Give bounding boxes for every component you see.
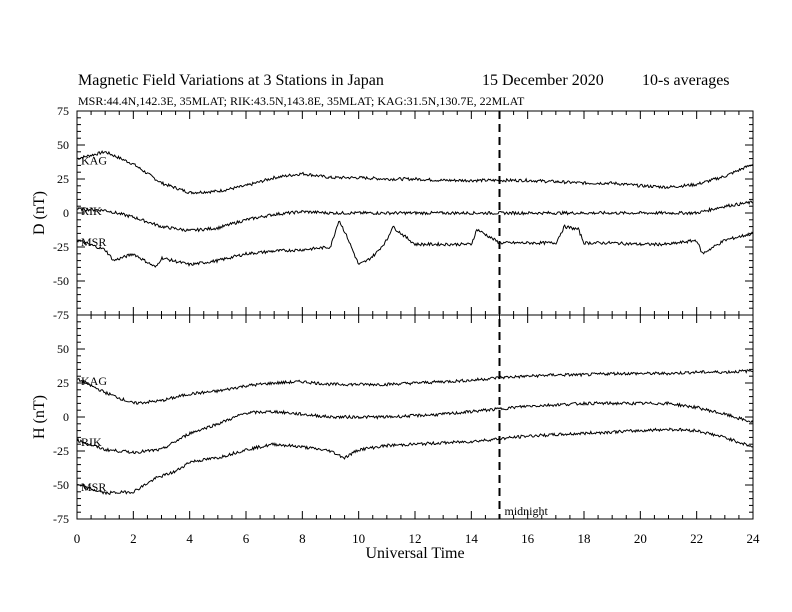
x-tick-label: 6	[243, 531, 250, 546]
y-tick-label: 0	[63, 206, 69, 220]
chart-averaging: 10-s averages	[642, 72, 730, 89]
y-tick-label: 25	[57, 376, 69, 390]
x-tick-label: 16	[521, 531, 535, 546]
midnight-overlay: midnight	[498, 111, 549, 519]
y-tick-label: -50	[53, 274, 69, 288]
y-tick-label: -75	[53, 308, 69, 322]
y-tick-label: 50	[57, 138, 69, 152]
chart-date: 15 December 2020	[482, 72, 604, 89]
x-tick-label: 2	[130, 531, 137, 546]
x-tick-label: 0	[74, 531, 81, 546]
x-tick-label: 24	[747, 531, 761, 546]
x-tick-label: 8	[299, 531, 306, 546]
series-line-rik	[76, 200, 754, 233]
x-tick-label: 14	[465, 531, 479, 546]
y-tick-label: 0	[63, 410, 69, 424]
stations-line: MSR:44.4N,142.3E, 35MLAT; RIK:43.5N,143.…	[78, 94, 525, 108]
h-panel: -75 -50 -25 0 25 50 H (nT) KAG RIK MSR	[31, 314, 754, 526]
series-line-kag	[76, 150, 754, 195]
y-tick-label: 75	[57, 104, 69, 118]
y-tick-label: -50	[53, 478, 69, 492]
x-tick-label: 18	[578, 531, 591, 546]
y-axis-label: D (nT)	[31, 191, 48, 235]
series-label-rik: RIK	[81, 204, 102, 218]
y-tick-label: -25	[53, 444, 69, 458]
x-tick-label: 4	[186, 531, 193, 546]
panel-frame	[76, 314, 754, 520]
series-label-kag: KAG	[81, 154, 107, 168]
series-label-kag: KAG	[81, 374, 107, 388]
y-axis-label: H (nT)	[31, 395, 48, 439]
series-line-msr	[76, 427, 754, 496]
y-tick-label: 50	[57, 342, 69, 356]
y-tick-label: -25	[53, 240, 69, 254]
x-tick-label: 20	[634, 531, 647, 546]
x-tick-label: 12	[409, 531, 422, 546]
x-axis-label: Universal Time	[365, 545, 464, 562]
series-line-rik	[76, 400, 754, 455]
midnight-label: midnight	[505, 504, 549, 518]
y-tick-label: -75	[53, 512, 69, 526]
x-tick-label: 22	[690, 531, 703, 546]
series-label-rik: RIK	[81, 435, 102, 449]
series-line-msr	[76, 220, 754, 268]
series-label-msr: MSR	[81, 235, 106, 249]
chart-title: Magnetic Field Variations at 3 Stations …	[78, 72, 384, 89]
d-panel: -75 -50 -25 0 25 50 75 D (nT) KAG RIK MSR	[31, 104, 754, 322]
series-label-msr: MSR	[81, 480, 106, 494]
y-tick-label: 25	[57, 172, 69, 186]
x-tick-label: 10	[352, 531, 365, 546]
series-line-kag	[76, 369, 754, 405]
